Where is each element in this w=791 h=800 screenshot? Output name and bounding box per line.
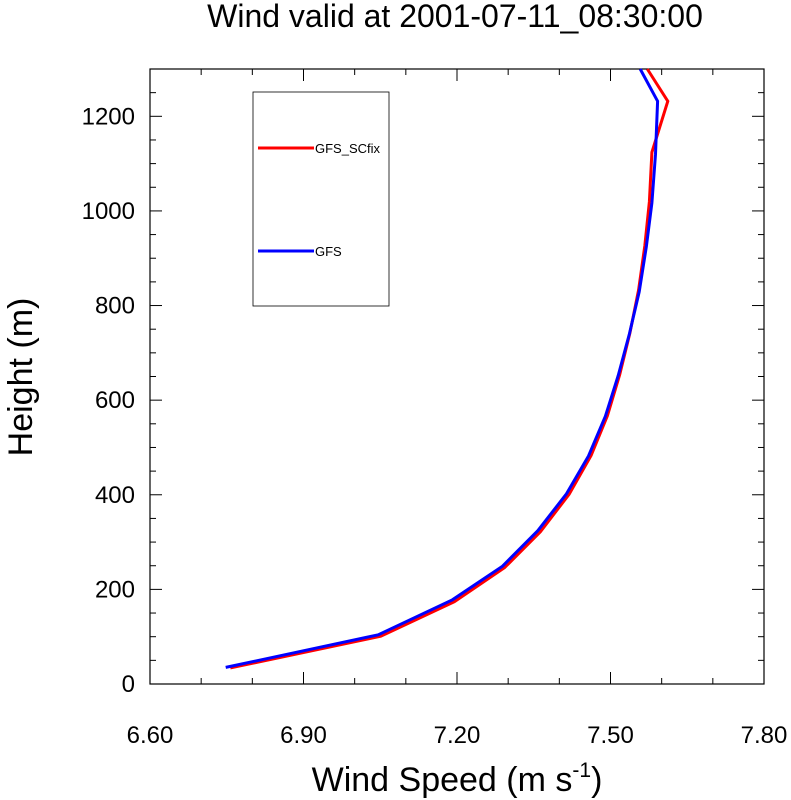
- x-tick-label: 7.20: [434, 722, 481, 749]
- x-tick-label: 6.60: [127, 722, 174, 749]
- x-tick-label: 7.50: [587, 722, 634, 749]
- x-axis-label-superscript: -1: [572, 759, 591, 782]
- series-line-gfs_scfix: [229, 68, 670, 670]
- x-axis-label-close: ): [591, 761, 602, 799]
- y-tick-label: 1000: [82, 198, 135, 225]
- y-tick-label: 1200: [82, 103, 135, 130]
- x-tick-label: 7.80: [741, 722, 788, 749]
- y-tick-label: 0: [122, 671, 135, 698]
- y-tick-label: 400: [95, 482, 135, 509]
- y-tick-label: 600: [95, 387, 135, 414]
- axis-ticks: [149, 68, 765, 685]
- legend-label: GFS_SCfix: [315, 141, 381, 156]
- y-axis-label: Height (m): [2, 298, 40, 457]
- y-tick-label: 200: [95, 576, 135, 603]
- x-tick-labels: 6.60 6.90 7.20 7.50 7.80: [127, 722, 788, 749]
- x-axis-label-main: Wind Speed (m s: [312, 761, 573, 799]
- data-series: [225, 68, 670, 670]
- y-tick-labels: 0 200 400 600 800 1000 1200: [82, 103, 135, 698]
- plot-frame: [149, 68, 765, 685]
- x-tick-label: 6.90: [280, 722, 327, 749]
- x-axis-label: Wind Speed (m s-1): [312, 759, 603, 799]
- series-line-gfs: [225, 68, 660, 669]
- legend-items: GFS_SCfix GFS: [258, 141, 381, 259]
- chart-title: Wind valid at 2001-07-11_08:30:00: [207, 0, 703, 34]
- legend-box: [252, 91, 390, 307]
- y-tick-label: 800: [95, 293, 135, 320]
- legend-label: GFS: [315, 244, 342, 259]
